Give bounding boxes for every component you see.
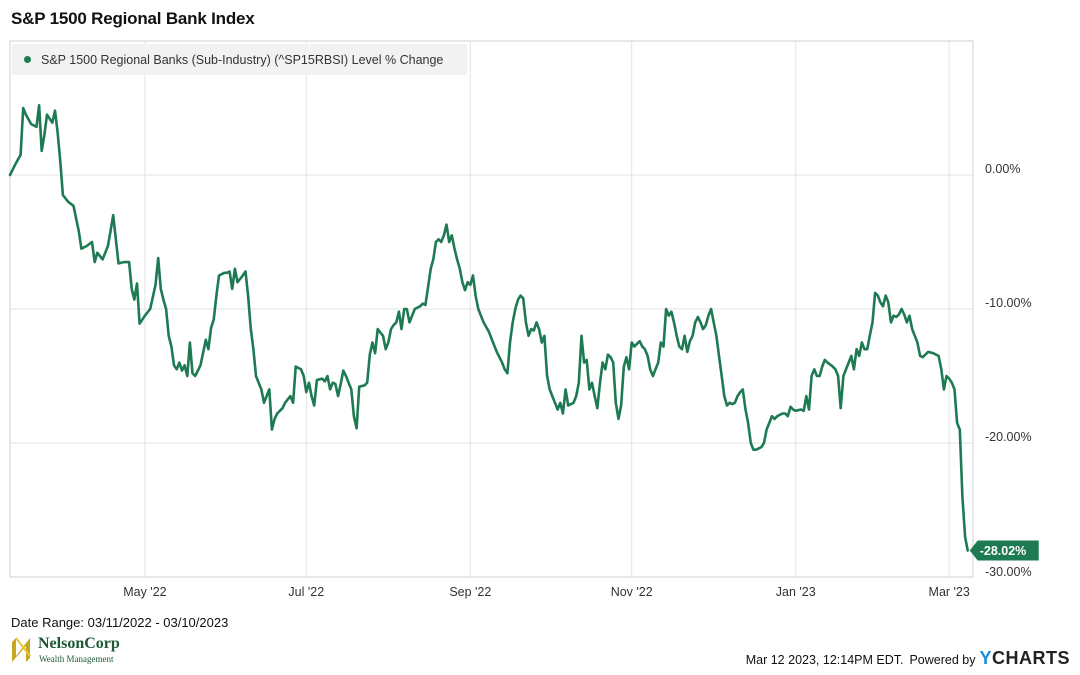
timestamp: Mar 12 2023, 12:14PM EDT. (745, 653, 904, 667)
powered-by-label: Powered by (909, 653, 976, 667)
plot-frame (9, 40, 974, 578)
y-tick-label: -20.00% (985, 430, 1032, 444)
x-axis: May '22 Jul '22 Sep '22 Nov '22 Jan '23 Mar '… (123, 585, 970, 599)
ycharts-logo-y: Y (979, 648, 992, 668)
logo-subtitle: Wealth Management (39, 654, 114, 664)
nelsoncorp-logo: NelsonCorp Wealth Management (10, 634, 128, 666)
series-layer (8, 104, 970, 552)
y-tick-label: -10.00% (985, 296, 1032, 310)
footer-attribution: Mar 12 2023, 12:14PM EDT. Powered by YCH… (746, 648, 1070, 669)
x-tick-label: Sep '22 (449, 585, 491, 599)
ycharts-logo[interactable]: YCHARTS (979, 648, 1070, 669)
x-tick-label: May '22 (123, 585, 166, 599)
x-tick-label: Mar '23 (929, 585, 970, 599)
y-tick-label: -30.00% (985, 565, 1032, 579)
nelsoncorp-logo-icon (12, 637, 31, 662)
y-axis: 0.00% -10.00% -20.00% -30.00% (985, 162, 1032, 579)
legend: S&P 1500 Regional Banks (Sub-Industry) (… (12, 44, 467, 75)
last-value-badge (969, 540, 1039, 561)
y-tick-label: 0.00% (985, 162, 1020, 176)
x-tick-label: Jul '22 (288, 585, 324, 599)
legend-label: S&P 1500 Regional Banks (Sub-Industry) (… (41, 52, 444, 67)
gridlines (10, 41, 973, 578)
last-value-label: -28.02% (980, 544, 1027, 558)
legend-marker (24, 56, 31, 63)
plot-area (9, 40, 974, 578)
x-tick-label: Jan '23 (776, 585, 816, 599)
ycharts-logo-text: CHARTS (992, 648, 1070, 668)
logo-name: NelsonCorp (38, 635, 120, 652)
last-value-label-group: -28.02% (969, 540, 1039, 561)
chart-title: S&P 1500 Regional Bank Index (11, 9, 255, 28)
x-tick-label: Nov '22 (611, 585, 653, 599)
series-line (8, 104, 970, 552)
date-range: Date Range: 03/11/2022 - 03/10/2023 (11, 615, 229, 630)
